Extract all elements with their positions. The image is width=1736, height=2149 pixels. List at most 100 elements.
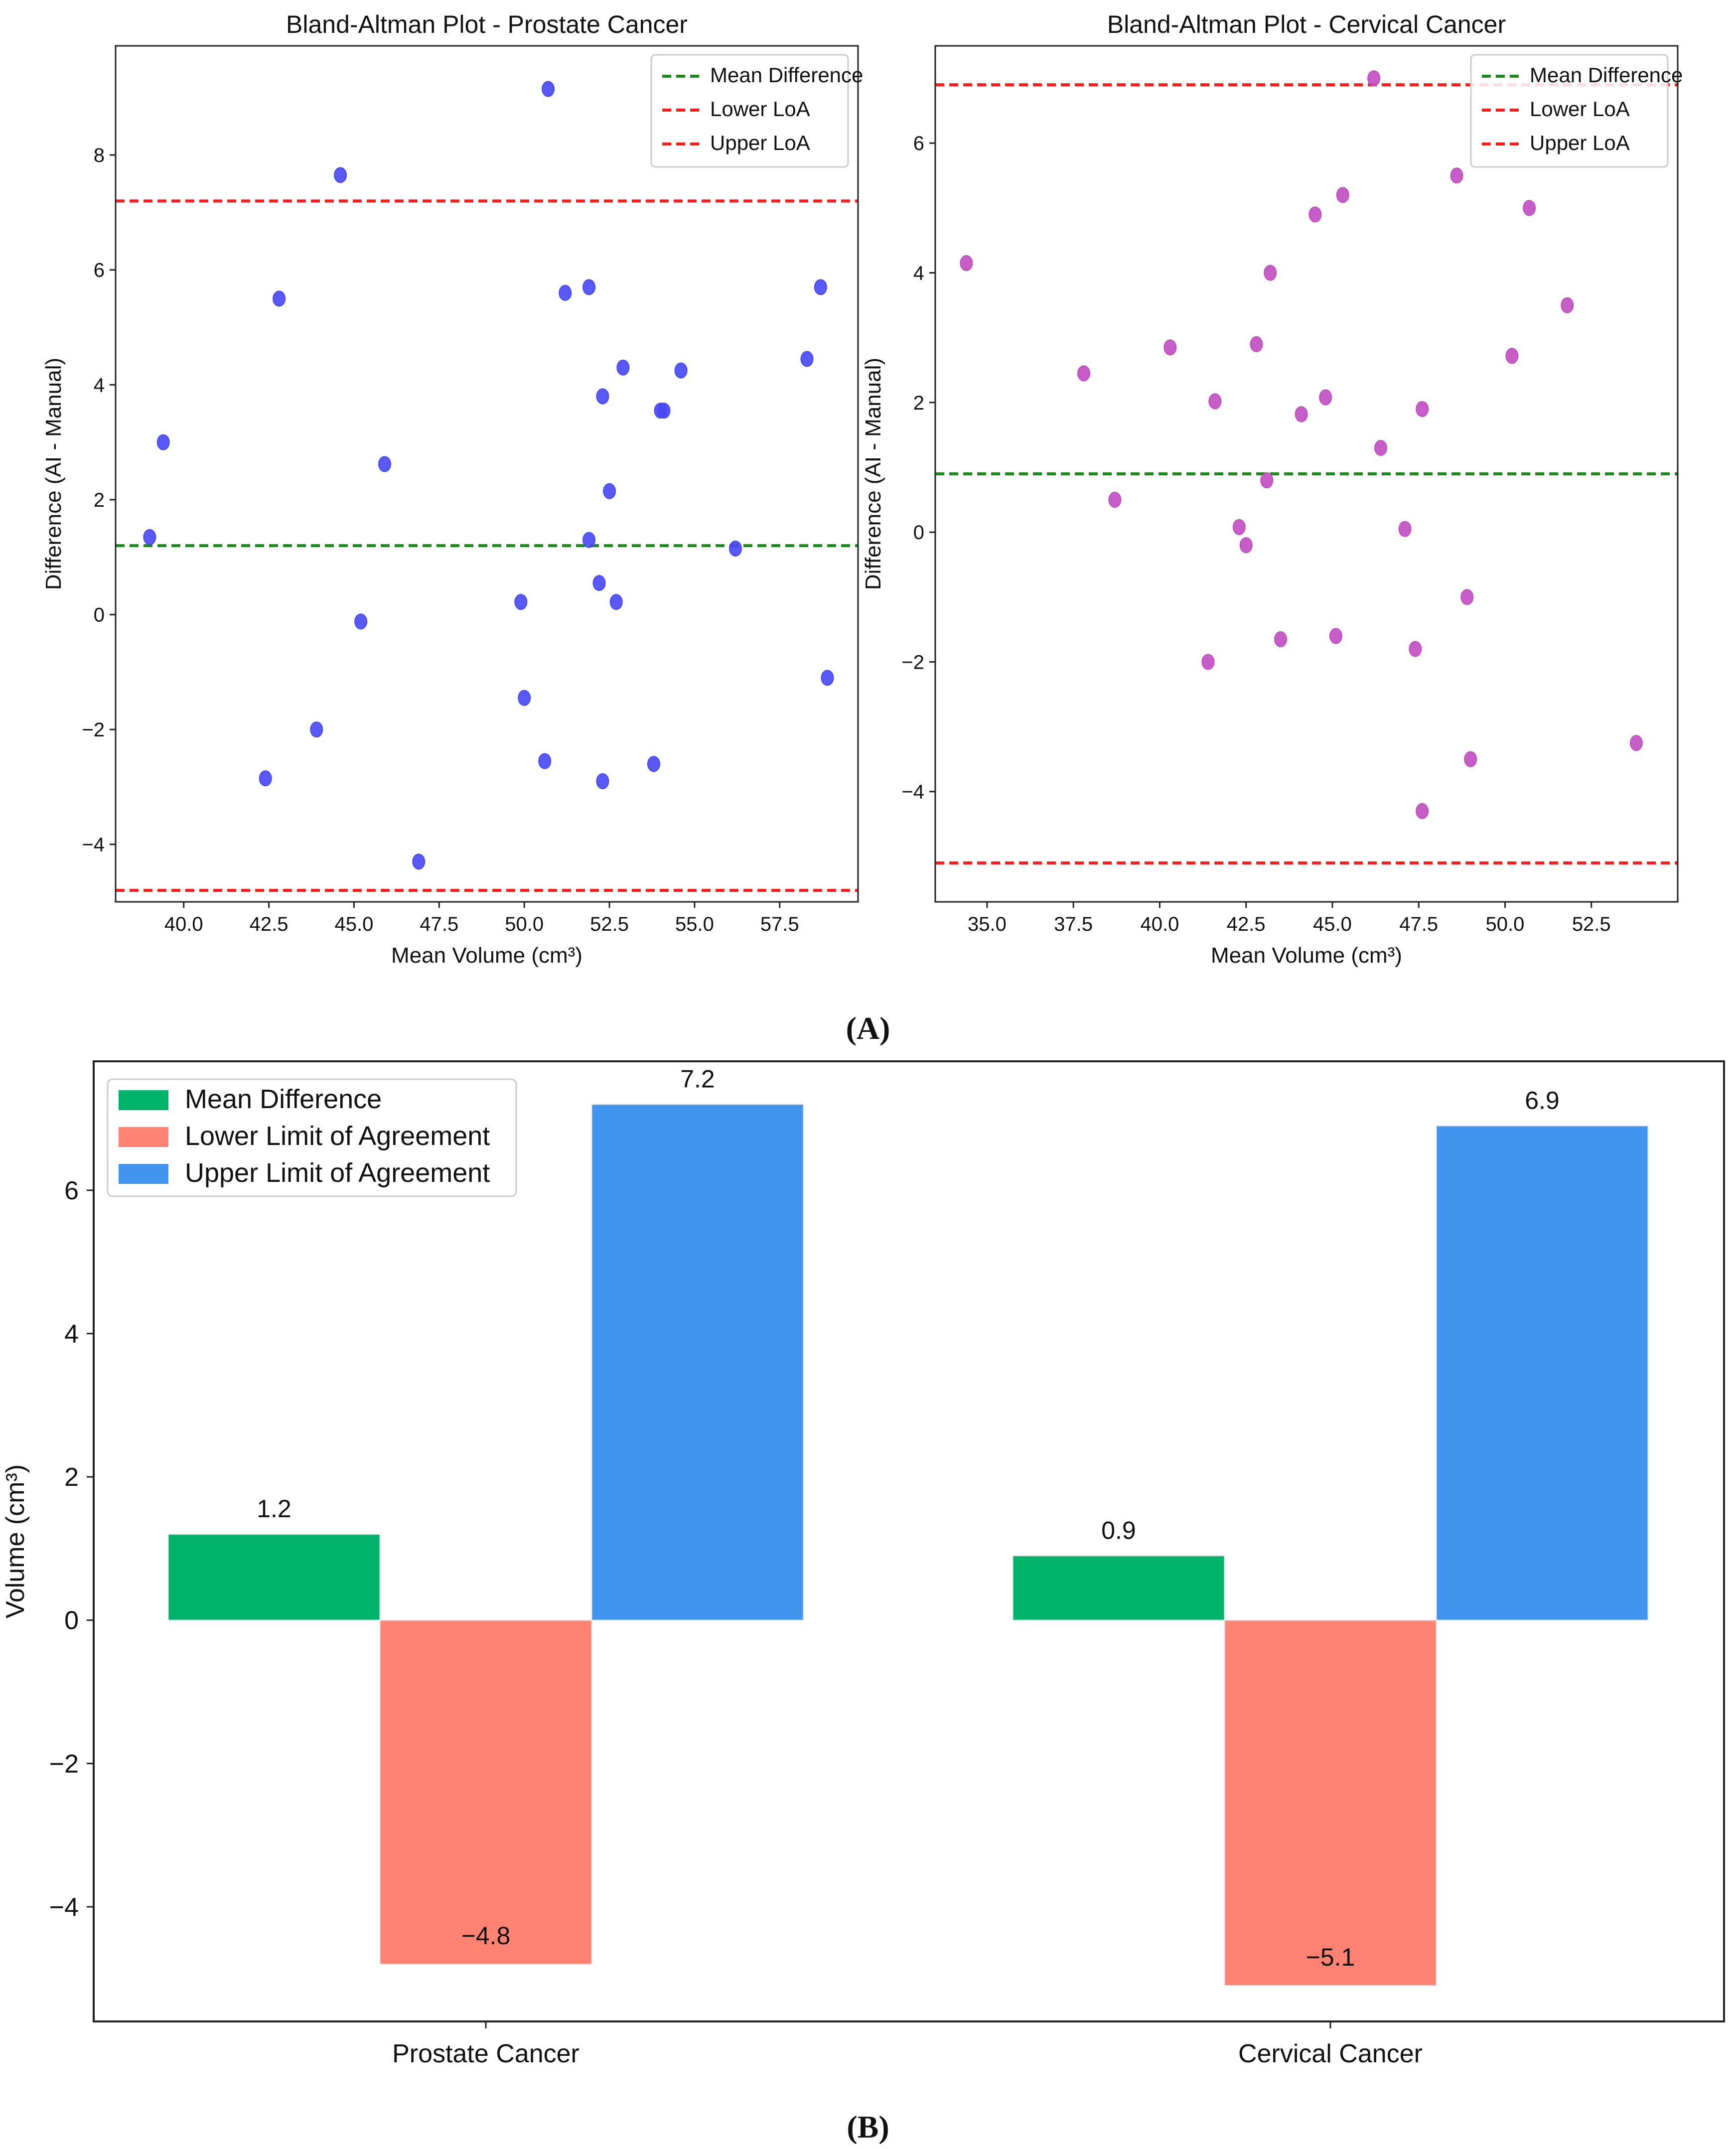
prostate-legend bbox=[650, 54, 849, 168]
prostate-point bbox=[143, 529, 156, 545]
bar-category-label: Prostate Cancer bbox=[392, 2039, 579, 2068]
cervical-x-tick-label: 45.0 bbox=[1313, 913, 1352, 935]
bar-y-tick-label: 0 bbox=[64, 1606, 79, 1635]
bar-y-tick-label: −4 bbox=[49, 1893, 79, 1922]
cervical-x-tick-label: 52.5 bbox=[1572, 913, 1611, 935]
bar-legend-label: Lower Limit of Agreement bbox=[185, 1121, 490, 1151]
cervical-point bbox=[1329, 628, 1342, 644]
cervical-point bbox=[1077, 365, 1090, 382]
prostate-point bbox=[647, 756, 660, 772]
prostate-point bbox=[542, 81, 555, 97]
prostate-x-tick-label: 40.0 bbox=[164, 913, 203, 935]
bar-value-label: −5.1 bbox=[1306, 1943, 1355, 1971]
bar-category-label: Cervical Cancer bbox=[1238, 2039, 1423, 2068]
cervical-point bbox=[1232, 519, 1246, 535]
cervical-point bbox=[1336, 187, 1349, 203]
prostate-legend-label: Lower LoA bbox=[710, 97, 810, 121]
prostate-point bbox=[538, 753, 552, 769]
cervical-point bbox=[1416, 401, 1429, 417]
prostate-point bbox=[156, 434, 170, 450]
cervical-y-tick-label: 4 bbox=[913, 263, 924, 285]
prostate-x-tick-label: 50.0 bbox=[505, 913, 544, 935]
prostate-point bbox=[596, 773, 609, 789]
cervical-legend-label: Upper LoA bbox=[1530, 131, 1630, 154]
prostate-point bbox=[821, 670, 834, 686]
cervical-point bbox=[1308, 206, 1322, 223]
cervical-point bbox=[1367, 70, 1381, 87]
prostate-point bbox=[514, 594, 528, 610]
prostate-x-axis-label: Mean Volume (cm³) bbox=[391, 943, 582, 968]
cervical-y-tick-label: 6 bbox=[913, 133, 924, 154]
prostate-y-tick-label: −2 bbox=[82, 719, 105, 741]
cervical-point bbox=[1505, 348, 1519, 364]
cervical-x-tick-label: 50.0 bbox=[1486, 913, 1525, 935]
bar-y-tick-label: 4 bbox=[64, 1319, 79, 1348]
prostate-point bbox=[310, 721, 323, 738]
cervical-y-tick-label: 2 bbox=[913, 392, 924, 414]
bar-y-axis-label: Volume (cm³) bbox=[1, 1464, 30, 1618]
cervical-point bbox=[1398, 521, 1412, 537]
panel-b-label: (B) bbox=[847, 2109, 889, 2145]
bar-upper-limit-of-agreement bbox=[1436, 1125, 1649, 1621]
cervical-point bbox=[1319, 389, 1332, 406]
bar-upper-limit-of-agreement bbox=[591, 1104, 804, 1621]
cervical-point bbox=[1250, 336, 1263, 352]
bar-value-label: 7.2 bbox=[680, 1065, 715, 1093]
cervical-x-tick-label: 47.5 bbox=[1399, 913, 1438, 935]
cervical-point bbox=[1163, 339, 1177, 356]
cervical-title: Bland-Altman Plot - Cervical Cancer bbox=[1107, 10, 1506, 38]
cervical-point bbox=[1416, 803, 1429, 819]
limits-of-agreement-bar-chart: 1.2 0.9 −4.8 −5.1 7.2 6.9 −4 −2 0 2 4 6 Prostate Can… bbox=[1, 1060, 1725, 2068]
prostate-point bbox=[378, 456, 391, 472]
cervical-y-tick-label: −4 bbox=[901, 781, 924, 803]
bar-y-tick-label: 6 bbox=[64, 1176, 79, 1205]
cervical-x-tick-label: 35.0 bbox=[968, 913, 1007, 935]
prostate-x-tick-label: 45.0 bbox=[335, 913, 374, 935]
prostate-point bbox=[412, 854, 426, 870]
prostate-y-tick-label: −4 bbox=[82, 834, 105, 856]
bar-value-label: 1.2 bbox=[257, 1495, 291, 1523]
prostate-point bbox=[273, 290, 286, 307]
prostate-title: Bland-Altman Plot - Prostate Cancer bbox=[286, 10, 688, 38]
cervical-point bbox=[1464, 751, 1477, 767]
prostate-point bbox=[334, 167, 347, 183]
prostate-point bbox=[582, 279, 596, 295]
cervical-y-tick-label: 0 bbox=[913, 522, 924, 544]
bar-legend-swatch bbox=[119, 1127, 168, 1147]
prostate-legend-label: Mean Difference bbox=[710, 63, 863, 87]
cervical-y-axis-label: Difference (AI - Manual) bbox=[861, 358, 885, 590]
prostate-bland-altman-plot: Bland-Altman Plot - Prostate Cancer 40.0 4… bbox=[41, 10, 863, 968]
prostate-point bbox=[657, 403, 671, 419]
cervical-x-tick-label: 42.5 bbox=[1227, 913, 1266, 935]
bar-mean-difference bbox=[1012, 1555, 1225, 1621]
cervical-point bbox=[1295, 406, 1308, 423]
cervical-point bbox=[1460, 589, 1474, 605]
prostate-point bbox=[592, 575, 606, 591]
cervical-point bbox=[1108, 492, 1122, 508]
prostate-y-tick-label: 6 bbox=[94, 260, 105, 282]
panel-a-label: (A) bbox=[846, 1010, 890, 1046]
prostate-point bbox=[354, 613, 368, 630]
bar-legend-label: Upper Limit of Agreement bbox=[185, 1158, 490, 1188]
prostate-y-tick-label: 8 bbox=[94, 144, 105, 166]
cervical-plot-frame bbox=[934, 45, 1679, 903]
cervical-point bbox=[1274, 631, 1288, 647]
bar-value-label: 0.9 bbox=[1101, 1516, 1136, 1544]
prostate-point bbox=[609, 594, 623, 610]
prostate-plot-frame bbox=[115, 45, 859, 903]
cervical-x-axis-label: Mean Volume (cm³) bbox=[1211, 943, 1402, 968]
bar-value-label: −4.8 bbox=[461, 1922, 511, 1950]
prostate-point bbox=[596, 388, 609, 405]
prostate-point bbox=[814, 279, 827, 295]
prostate-x-tick-label: 55.0 bbox=[675, 913, 714, 935]
cervical-legend bbox=[1470, 54, 1669, 168]
bar-legend-swatch bbox=[119, 1164, 168, 1184]
cervical-point bbox=[1629, 735, 1643, 751]
cervical-point bbox=[1260, 472, 1274, 489]
prostate-point bbox=[259, 770, 272, 787]
prostate-y-tick-label: 2 bbox=[94, 489, 105, 511]
cervical-point bbox=[1523, 200, 1536, 216]
bar-legend-label: Mean Difference bbox=[185, 1084, 382, 1114]
prostate-point bbox=[800, 351, 814, 367]
